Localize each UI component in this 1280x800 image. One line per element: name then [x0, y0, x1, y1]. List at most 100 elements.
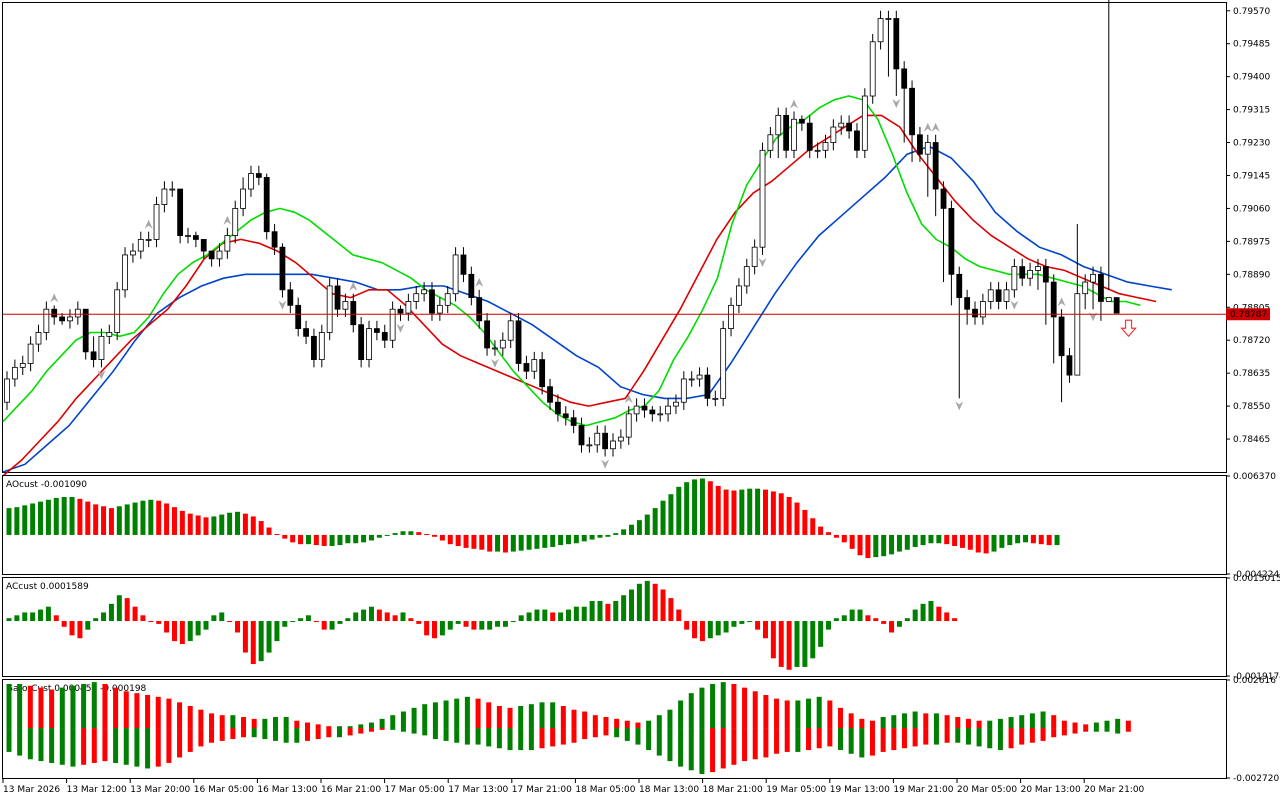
candle — [547, 378, 553, 410]
candle-body — [704, 374, 711, 399]
gator-upper-bar — [976, 720, 982, 729]
histogram-bar — [22, 505, 28, 535]
gator-upper-bar — [933, 713, 939, 729]
gator-upper-bar — [464, 696, 470, 729]
histogram-bar — [589, 534, 595, 540]
histogram-bar — [479, 621, 485, 630]
histogram-bar — [345, 534, 351, 544]
candle — [114, 282, 121, 341]
osc-tick-label: 0.002616 — [1233, 676, 1276, 686]
gator-label: GatorCust 0.000459 -0.000198 — [6, 684, 147, 694]
candle — [153, 196, 160, 248]
gator-lower-bar — [763, 728, 769, 758]
histogram-bar — [550, 534, 556, 547]
gator-lower-bar — [443, 728, 449, 741]
histogram-bar — [447, 534, 453, 545]
fractal-up-arrow-icon — [475, 277, 484, 287]
gator-upper-bar — [91, 682, 97, 729]
histogram-bar — [69, 496, 75, 535]
candle-body — [1011, 266, 1018, 291]
candle — [680, 371, 687, 410]
histogram-bar — [636, 520, 642, 535]
histogram-bar — [408, 618, 414, 622]
candle-body — [350, 301, 357, 326]
candle — [987, 282, 994, 310]
candle — [515, 313, 522, 372]
histogram-bar — [368, 534, 374, 541]
candle — [995, 282, 1002, 310]
candle — [1035, 258, 1041, 290]
histogram-bar — [865, 534, 871, 559]
histogram-bar — [53, 497, 59, 535]
ac-pane[interactable]: ACcust 0.0001589 0.0015015 -0.0019174 — [2, 574, 1280, 682]
gator-lower-bar — [496, 728, 502, 749]
histogram-bar — [912, 534, 918, 547]
histogram-bar — [636, 583, 642, 622]
candle — [287, 282, 294, 314]
histogram-bar — [22, 612, 28, 622]
candle-body — [216, 250, 223, 260]
gator-lower-bar — [464, 728, 470, 745]
candle-body — [224, 235, 231, 252]
candle — [830, 119, 837, 151]
candle-body — [106, 332, 113, 337]
time-tick-label: 19 Mar 13:00 — [830, 785, 890, 795]
gator-lower-bar — [891, 728, 897, 751]
histogram-bar — [101, 612, 107, 622]
candle — [1066, 347, 1073, 383]
candle-body — [177, 188, 184, 236]
histogram-bar — [384, 612, 390, 622]
candle-body — [743, 266, 750, 287]
gator-upper-bar — [678, 700, 684, 729]
gator-upper-bar — [1093, 722, 1099, 729]
histogram-bar — [565, 534, 571, 545]
candle-body — [169, 188, 176, 191]
gator-upper-bar — [38, 687, 44, 729]
histogram-bar — [873, 618, 879, 622]
ma-green-line — [2, 95, 1141, 427]
candle-body — [74, 308, 81, 318]
gator-pane[interactable]: GatorCust 0.000459 -0.000198 0.002616 -0.… — [2, 676, 1280, 784]
candle — [311, 328, 317, 368]
gator-upper-bar — [400, 711, 406, 729]
histogram-bar — [873, 534, 879, 558]
gator-upper-bar — [710, 683, 716, 729]
gator-axis: 0.002616 -0.002720 — [1226, 676, 1279, 784]
candle-body — [240, 188, 247, 209]
histogram-bar — [684, 482, 690, 535]
histogram-bar — [124, 598, 130, 622]
histogram-bar — [534, 534, 540, 549]
histogram-bar — [219, 514, 225, 535]
gator-upper-bar — [219, 715, 225, 729]
candle-body — [562, 413, 569, 419]
histogram-bar — [463, 621, 469, 627]
candle-body — [476, 297, 483, 322]
candle — [956, 266, 963, 399]
histogram-bar — [116, 595, 122, 622]
candle — [759, 142, 766, 255]
histogram-bar — [597, 600, 603, 622]
histogram-bar — [558, 612, 564, 622]
candle-body — [578, 425, 585, 446]
candle-body — [59, 316, 65, 322]
ao-pane[interactable]: AOcust -0.001090 0.006370 -0.004224 — [2, 472, 1280, 580]
histogram-bar — [14, 507, 20, 535]
histogram-bar — [542, 609, 548, 622]
gator-lower-bar — [134, 728, 140, 767]
candle-body — [326, 285, 333, 333]
gator-lower-bar — [944, 728, 950, 743]
time-tick-label: 19 Mar 21:00 — [893, 785, 953, 795]
candle-body — [759, 149, 766, 248]
histogram-bar — [558, 534, 564, 546]
gator-lower-bar — [710, 728, 716, 773]
histogram-bar — [463, 534, 469, 548]
candle-body — [979, 301, 986, 318]
price-pane[interactable]: 0.79570 0.79485 0.79400 0.79315 0.79230 0.791… — [2, 0, 1271, 477]
candle — [232, 200, 239, 244]
histogram-bar — [53, 615, 59, 622]
histogram-bar — [211, 615, 217, 622]
histogram-bar — [1007, 534, 1013, 546]
histogram-bar — [77, 621, 83, 639]
candle — [641, 398, 648, 418]
gator-lower-bar — [315, 728, 321, 740]
